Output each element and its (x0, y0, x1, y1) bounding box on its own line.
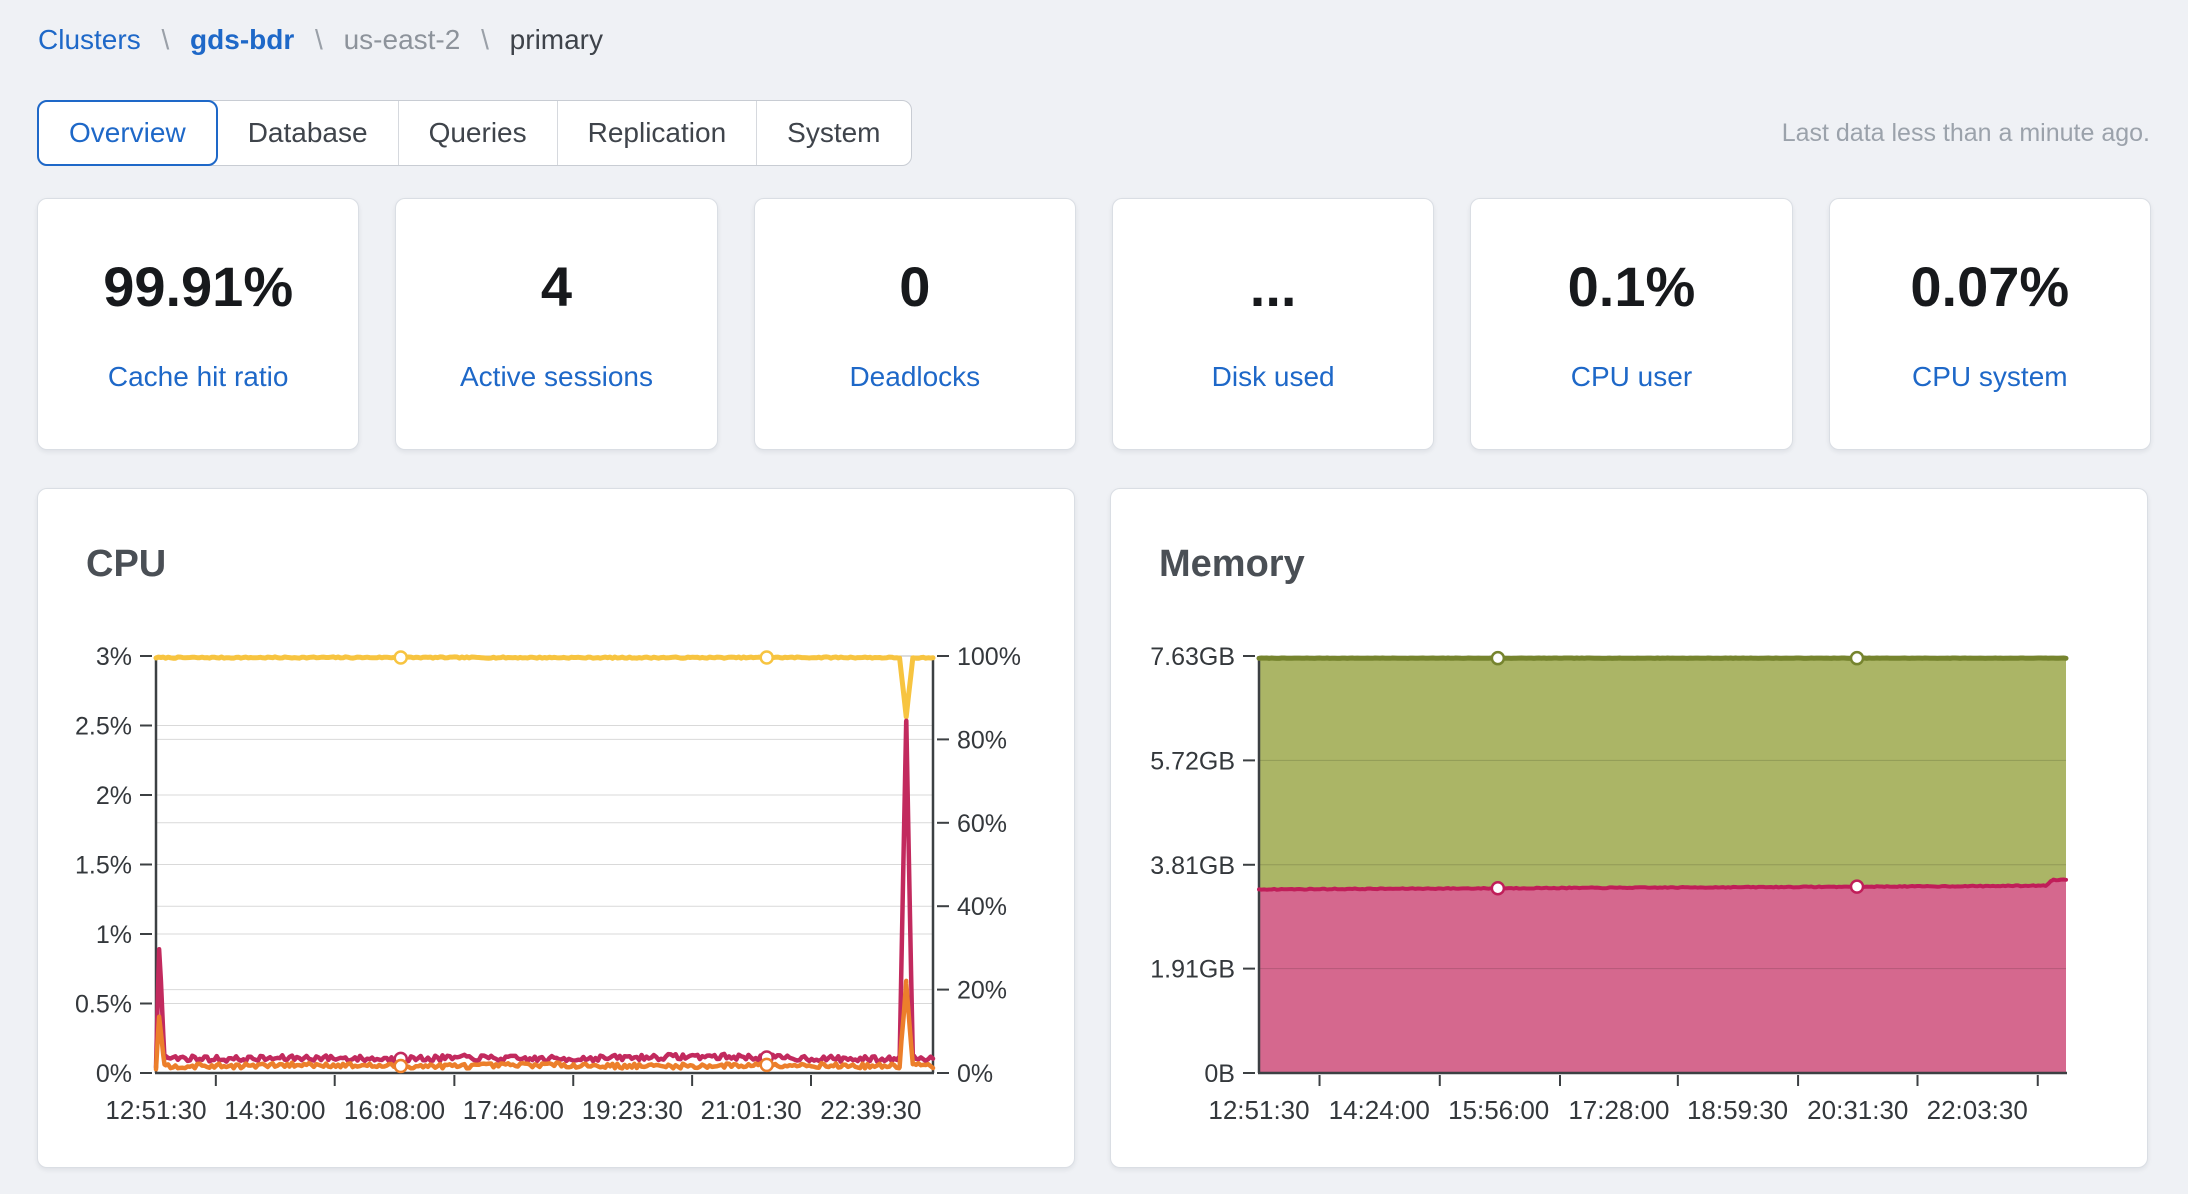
svg-text:20:31:30: 20:31:30 (1807, 1095, 1908, 1125)
svg-text:3%: 3% (96, 643, 132, 671)
svg-text:0B: 0B (1204, 1060, 1235, 1088)
svg-text:17:28:00: 17:28:00 (1568, 1095, 1669, 1125)
breadcrumb-cluster-name-link[interactable]: gds-bdr (190, 24, 295, 55)
topbar: Overview Database Queries Replication Sy… (37, 100, 2150, 166)
breadcrumb-separator: \ (315, 24, 323, 55)
breadcrumb-separator: \ (481, 24, 489, 55)
stat-value: 99.91% (103, 255, 294, 318)
svg-text:80%: 80% (957, 726, 1007, 754)
stat-card-cpu-system: 0.07% CPU system (1828, 198, 2151, 450)
cpu-chart-title: CPU (86, 543, 167, 585)
svg-text:15:56:00: 15:56:00 (1448, 1095, 1549, 1125)
svg-text:22:03:30: 22:03:30 (1927, 1095, 2028, 1125)
cpu-chart: 3% 2.5% 2% 1.5% 1% 0.5% 0% 100% 80% 60% 40% 20% 0% 12… (75, 643, 1021, 1125)
stat-label-link[interactable]: Deadlocks (849, 361, 981, 392)
svg-text:3.81GB: 3.81GB (1150, 852, 1235, 880)
svg-text:14:24:00: 14:24:00 (1329, 1095, 1430, 1125)
stat-value: 0.07% (1910, 255, 2070, 318)
stat-value: 0.1% (1567, 255, 1696, 318)
svg-text:1.5%: 1.5% (75, 852, 132, 880)
svg-text:100%: 100% (957, 643, 1021, 671)
memory-chart-title: Memory (1159, 543, 1305, 585)
stat-label-link[interactable]: Cache hit ratio (107, 361, 289, 392)
svg-text:20%: 20% (957, 977, 1007, 1005)
cpu-chart-card: CPU 3% 2.5% 2% 1.5% 1% 0.5% 0% 100% 80% 60% 40% 20%… (37, 488, 1075, 1168)
tab-overview[interactable]: Overview (37, 100, 218, 166)
stat-value: ... (1249, 255, 1297, 318)
memory-chart-card: Memory 7.63GB 5.72GB 3.81GB 1.91GB 0B 12:51:3… (1110, 488, 2148, 1168)
svg-text:0%: 0% (96, 1060, 132, 1088)
stat-card-active-sessions: 4 Active sessions (395, 198, 718, 450)
svg-text:12:51:30: 12:51:30 (1208, 1095, 1309, 1125)
breadcrumb-clusters-link[interactable]: Clusters (38, 24, 141, 55)
svg-text:17:46:00: 17:46:00 (463, 1095, 564, 1125)
svg-text:2%: 2% (96, 782, 132, 810)
svg-text:0.5%: 0.5% (75, 991, 132, 1019)
svg-text:5.72GB: 5.72GB (1150, 747, 1235, 775)
svg-text:22:39:30: 22:39:30 (820, 1095, 921, 1125)
svg-text:40%: 40% (957, 893, 1007, 921)
stat-card-cpu-user: 0.1% CPU user (1470, 198, 1793, 450)
tab-replication[interactable]: Replication (558, 101, 758, 165)
stat-label-link[interactable]: CPU user (1570, 361, 1693, 392)
svg-text:1.91GB: 1.91GB (1150, 956, 1235, 984)
breadcrumb-region: us-east-2 (343, 24, 461, 55)
stat-card-disk-used: ... Disk used (1111, 198, 1435, 450)
tab-system[interactable]: System (757, 101, 910, 165)
svg-text:21:01:30: 21:01:30 (701, 1095, 802, 1125)
svg-text:2.5%: 2.5% (75, 713, 132, 741)
svg-text:1%: 1% (96, 921, 132, 949)
stat-label-link[interactable]: CPU system (1912, 361, 2068, 392)
svg-text:12:51:30: 12:51:30 (105, 1095, 206, 1125)
memory-chart: 7.63GB 5.72GB 3.81GB 1.91GB 0B 12:51:30 14:24:… (1150, 643, 2069, 1125)
tab-bar: Overview Database Queries Replication Sy… (37, 100, 912, 166)
last-data-status: Last data less than a minute ago. (1781, 118, 2150, 147)
svg-text:19:23:30: 19:23:30 (582, 1095, 683, 1125)
svg-text:0%: 0% (957, 1060, 993, 1088)
svg-text:7.63GB: 7.63GB (1150, 643, 1235, 671)
breadcrumb-separator: \ (161, 24, 170, 55)
tab-database[interactable]: Database (218, 101, 399, 165)
stat-value: 4 (540, 255, 573, 318)
svg-text:18:59:30: 18:59:30 (1687, 1095, 1788, 1125)
tab-queries[interactable]: Queries (399, 101, 558, 165)
breadcrumb: Clusters \ gds-bdr \ us-east-2 \ primary (38, 22, 603, 58)
stat-label-link[interactable]: Disk used (1211, 361, 1335, 392)
svg-text:16:08:00: 16:08:00 (344, 1095, 445, 1125)
svg-text:14:30:00: 14:30:00 (224, 1095, 325, 1125)
stat-label-link[interactable]: Active sessions (460, 361, 653, 392)
stats-row: 99.91% Cache hit ratio 4 Active sessions… (37, 198, 2151, 450)
stat-card-cache-hit-ratio: 99.91% Cache hit ratio (37, 198, 360, 450)
svg-text:60%: 60% (957, 810, 1007, 838)
stat-value: 0 (899, 255, 931, 318)
stat-card-deadlocks: 0 Deadlocks (753, 198, 1076, 450)
breadcrumb-node: primary (509, 24, 604, 55)
